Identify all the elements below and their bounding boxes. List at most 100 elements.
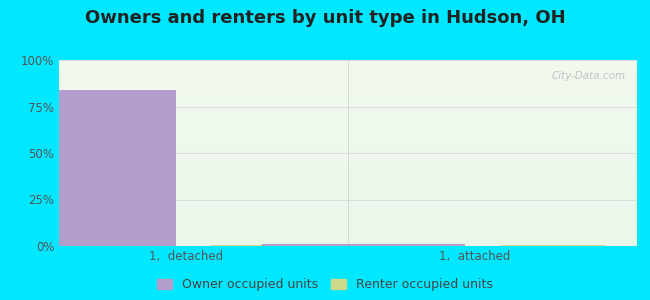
Bar [58, 71, 637, 72]
Bar [58, 109, 637, 110]
Bar [58, 188, 637, 189]
Bar [58, 232, 637, 233]
Bar [58, 173, 637, 174]
Bar [58, 144, 637, 145]
Bar [58, 134, 637, 135]
Bar [58, 108, 637, 109]
Bar [58, 129, 637, 130]
Bar [58, 151, 637, 152]
Bar [58, 212, 637, 214]
Bar [58, 154, 637, 155]
Bar [58, 205, 637, 206]
Bar [58, 127, 637, 128]
Bar [58, 145, 637, 146]
Bar [58, 106, 637, 107]
Bar [58, 202, 637, 203]
Bar [58, 119, 637, 120]
Bar [58, 237, 637, 238]
Bar [58, 83, 637, 84]
Bar [58, 138, 637, 139]
Bar [58, 178, 637, 179]
Bar [58, 77, 637, 78]
Bar [58, 238, 637, 239]
Bar [58, 216, 637, 217]
Bar [58, 185, 637, 187]
Bar [58, 163, 637, 164]
Bar [58, 63, 637, 64]
Bar [58, 142, 637, 143]
Bar [58, 244, 637, 245]
Bar [58, 146, 637, 147]
Bar [58, 239, 637, 240]
Bar [58, 67, 637, 68]
Bar [58, 238, 637, 239]
Bar [58, 123, 637, 124]
Bar [58, 139, 637, 140]
Bar [58, 101, 637, 102]
Bar [58, 110, 637, 111]
Bar [58, 81, 637, 82]
Bar [58, 231, 637, 232]
Bar [58, 97, 637, 98]
Bar [58, 118, 637, 119]
Bar [58, 199, 637, 200]
Bar [58, 75, 637, 76]
Bar [58, 160, 637, 161]
Bar [58, 141, 637, 142]
Bar [58, 243, 637, 244]
Bar [58, 226, 637, 227]
Bar [58, 245, 637, 246]
Bar [58, 114, 637, 115]
Bar [58, 217, 637, 218]
Bar [58, 209, 637, 210]
Bar [58, 208, 637, 209]
Bar [58, 103, 637, 104]
Bar [211, 244, 315, 246]
Bar [58, 131, 637, 132]
Bar [58, 172, 637, 173]
Bar [58, 193, 637, 194]
Bar [58, 230, 637, 231]
Bar [58, 235, 637, 236]
Bar [58, 196, 637, 197]
Bar [58, 242, 637, 243]
Bar [58, 195, 637, 196]
Bar [58, 211, 637, 212]
Bar [58, 147, 637, 148]
Bar [58, 240, 637, 241]
Bar [58, 223, 637, 224]
Bar [58, 116, 637, 117]
Bar [58, 149, 637, 150]
Bar [58, 184, 637, 185]
Bar [58, 89, 637, 90]
Bar [58, 73, 637, 74]
Bar [58, 107, 637, 108]
Bar [58, 133, 637, 134]
Bar [58, 61, 637, 62]
Bar [58, 157, 637, 158]
Bar [58, 112, 637, 113]
Text: City-Data.com: City-Data.com [551, 71, 625, 81]
Bar [58, 227, 637, 228]
Bar [58, 233, 637, 234]
Bar [58, 168, 637, 169]
Bar [58, 222, 637, 223]
Bar [58, 84, 637, 85]
Bar [58, 70, 637, 71]
Bar [58, 94, 637, 95]
Bar [58, 117, 637, 118]
Bar [58, 85, 637, 86]
Bar [58, 76, 637, 77]
Bar [58, 124, 637, 125]
Bar [58, 214, 637, 215]
Bar [263, 244, 465, 246]
Bar [58, 60, 637, 61]
Bar [58, 228, 637, 229]
Bar [58, 170, 637, 171]
Bar [58, 215, 637, 216]
Bar [58, 192, 637, 193]
Bar [58, 179, 637, 180]
Bar [58, 122, 637, 123]
Bar [58, 218, 637, 219]
Bar [58, 137, 637, 138]
